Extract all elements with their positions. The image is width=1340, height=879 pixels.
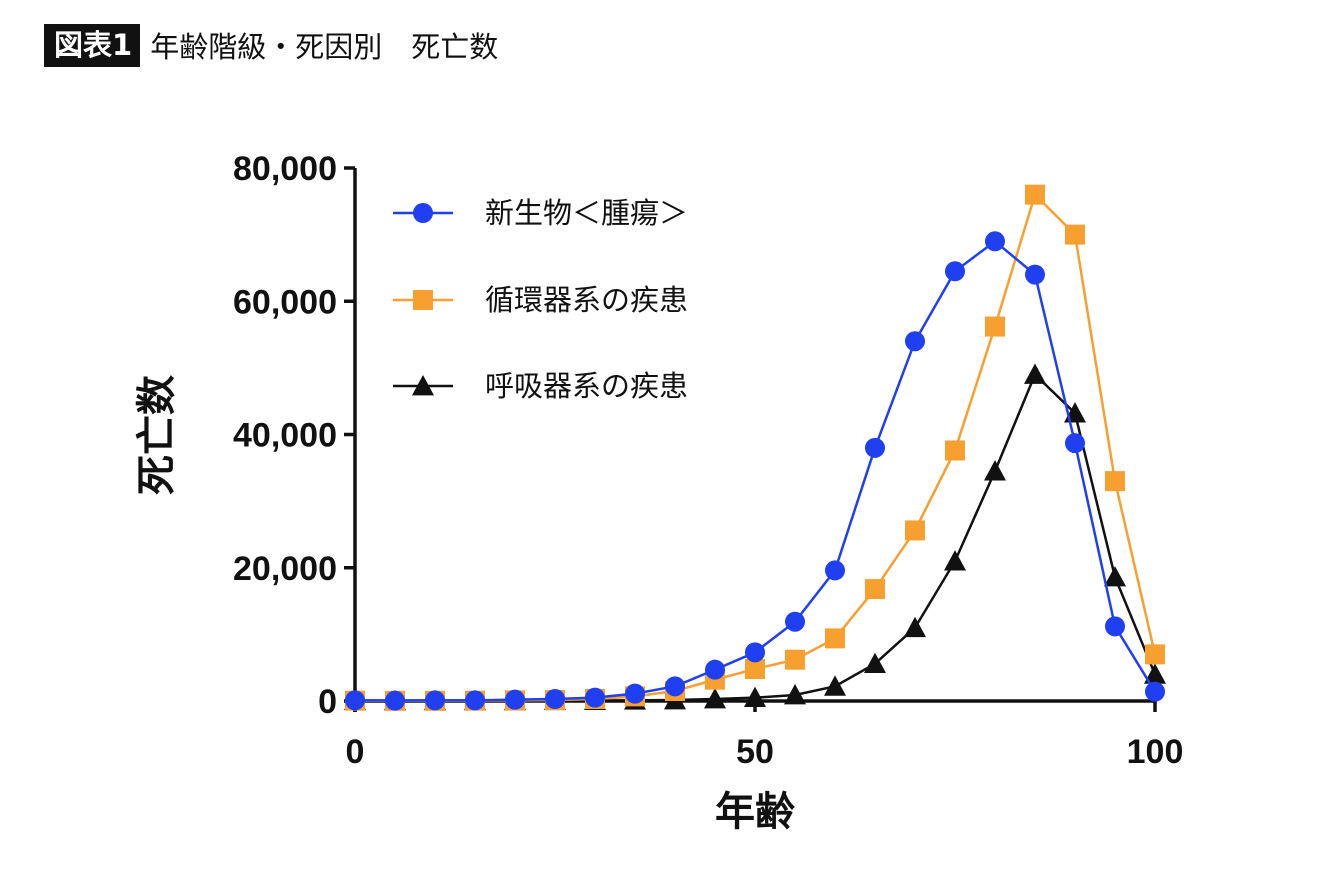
data-point: [704, 688, 726, 709]
data-point: [1065, 433, 1085, 454]
data-point: [625, 683, 645, 704]
x-tick-label: 100: [1127, 733, 1184, 771]
data-point: [784, 684, 806, 705]
data-point: [985, 316, 1005, 337]
y-tick-label: 40,000: [233, 417, 337, 455]
legend-item-3: 呼吸器系の疾患: [393, 369, 688, 403]
series-1: [345, 231, 1165, 711]
legend-label: 呼吸器系の疾患: [485, 369, 688, 403]
legend-label: 循環器系の疾患: [485, 283, 688, 317]
data-point: [665, 676, 685, 697]
y-tick-label: 20,000: [233, 550, 337, 588]
y-tick-label: 0: [318, 683, 337, 721]
data-point: [385, 690, 405, 711]
series-2: [345, 184, 1165, 711]
legend-item-1: 新生物＜腫瘍＞: [393, 196, 688, 230]
figure-title: 年齢階級・死因別 死亡数: [150, 30, 499, 64]
legend-marker: [413, 290, 433, 310]
data-point: [984, 460, 1006, 481]
data-point: [425, 690, 445, 711]
legend-marker: [413, 203, 433, 223]
data-point: [904, 616, 926, 638]
figure-header: 図表1 年齢階級・死因別 死亡数: [44, 23, 499, 67]
legend-label: 新生物＜腫瘍＞: [485, 196, 688, 230]
figure-badge: 図表1: [44, 23, 141, 67]
data-point: [744, 686, 766, 708]
y-axis-title: 死亡数: [134, 375, 180, 495]
data-point: [1145, 681, 1165, 702]
data-point: [865, 437, 885, 458]
data-point: [1144, 663, 1166, 684]
data-point: [905, 331, 925, 352]
data-point: [745, 659, 765, 680]
data-point: [785, 611, 805, 632]
legend-marker: [412, 375, 434, 396]
data-point: [1105, 616, 1125, 637]
data-point: [1024, 363, 1046, 384]
data-point: [785, 649, 805, 670]
data-point: [585, 687, 605, 708]
data-point: [1145, 644, 1165, 665]
x-axis-title: 年齢: [715, 789, 795, 835]
data-point: [864, 652, 886, 674]
legend-item-2: 循環器系の疾患: [393, 283, 688, 317]
data-point: [1105, 471, 1125, 492]
data-point: [705, 659, 725, 680]
data-point: [1025, 184, 1045, 205]
data-point: [985, 231, 1005, 252]
data-point: [905, 520, 925, 541]
y-tick-label: 80,000: [233, 150, 337, 188]
x-tick-label: 50: [736, 733, 774, 771]
data-point: [944, 550, 966, 571]
data-point: [745, 642, 765, 663]
data-point: [865, 579, 885, 600]
data-point: [825, 628, 845, 649]
data-point: [945, 261, 965, 282]
data-point: [345, 690, 365, 711]
data-point: [825, 560, 845, 581]
data-point: [465, 690, 485, 711]
data-point: [545, 689, 565, 710]
data-point: [824, 675, 846, 696]
data-point: [945, 440, 965, 461]
x-tick-label: 0: [346, 733, 365, 771]
data-point: [505, 689, 525, 710]
y-tick-label: 60,000: [233, 283, 337, 321]
series-line: [354, 239, 1157, 702]
data-point: [1104, 566, 1126, 587]
data-point: [1065, 224, 1085, 245]
chart-series: [344, 184, 1166, 711]
data-point: [1025, 264, 1045, 285]
